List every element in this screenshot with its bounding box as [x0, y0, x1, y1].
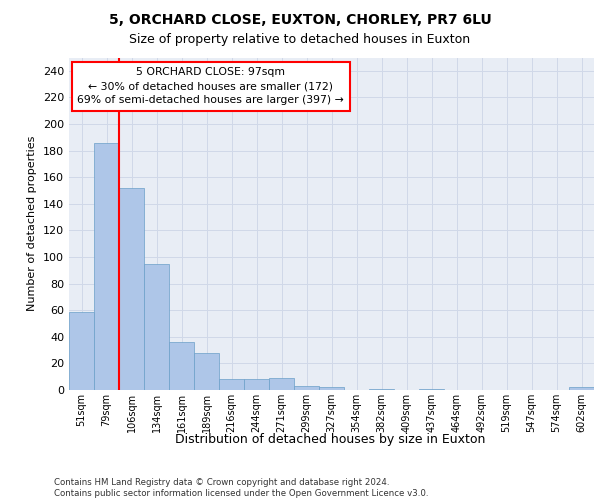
Text: 5 ORCHARD CLOSE: 97sqm
← 30% of detached houses are smaller (172)
69% of semi-de: 5 ORCHARD CLOSE: 97sqm ← 30% of detached… [77, 68, 344, 106]
Bar [94, 142, 119, 390]
Y-axis label: Number of detached properties: Number of detached properties [28, 136, 37, 312]
Text: 5, ORCHARD CLOSE, EUXTON, CHORLEY, PR7 6LU: 5, ORCHARD CLOSE, EUXTON, CHORLEY, PR7 6… [109, 12, 491, 26]
Bar [144, 264, 169, 390]
Bar [119, 188, 144, 390]
Bar [369, 388, 394, 390]
Text: Distribution of detached houses by size in Euxton: Distribution of detached houses by size … [175, 432, 485, 446]
Bar [419, 388, 444, 390]
Bar [169, 342, 194, 390]
Bar [194, 353, 219, 390]
Bar [569, 388, 594, 390]
Bar [269, 378, 294, 390]
Bar [69, 312, 94, 390]
Bar [319, 388, 344, 390]
Bar [244, 380, 269, 390]
Text: Size of property relative to detached houses in Euxton: Size of property relative to detached ho… [130, 32, 470, 46]
Bar [219, 380, 244, 390]
Bar [294, 386, 319, 390]
Text: Contains HM Land Registry data © Crown copyright and database right 2024.
Contai: Contains HM Land Registry data © Crown c… [54, 478, 428, 498]
